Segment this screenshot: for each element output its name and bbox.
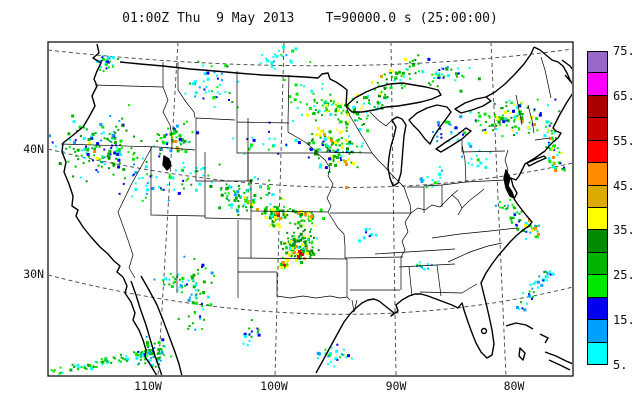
chesapeake-bay <box>503 169 515 199</box>
long-island <box>526 155 547 167</box>
lake-erie <box>435 127 472 153</box>
colorbar-tick-label: 5. <box>613 358 628 372</box>
lake-okeechobee <box>480 327 488 335</box>
colorbar-swatch <box>587 163 608 186</box>
colorbar-tick-label: 35. <box>613 223 635 238</box>
colorbar-tick-label: 65. <box>613 88 635 103</box>
colorbar-swatch <box>587 252 608 276</box>
lake-ontario <box>454 96 492 114</box>
meridian-110w <box>157 43 179 375</box>
nova-scotia <box>561 59 572 83</box>
colorbar-swatch <box>587 185 608 208</box>
great-salt-lake <box>162 155 172 171</box>
lat-label: 40N <box>23 142 44 156</box>
baja-outer-coast <box>122 276 158 375</box>
plot-title: 01:00Z Thu 9 May 2013 T=90000.0 s (25:00… <box>122 11 498 26</box>
lat-label: 30N <box>23 267 44 281</box>
colorbar-swatch <box>587 73 608 96</box>
gulf-atlantic-coast <box>315 93 572 374</box>
coastlines <box>61 43 572 375</box>
parallel-40n <box>49 148 572 188</box>
baja-gulf-coast <box>130 280 163 375</box>
maine-quebec-border <box>533 46 572 85</box>
colorbar-swatch <box>587 342 608 365</box>
lake-michigan <box>387 116 407 187</box>
colorbar-swatch <box>587 230 608 253</box>
parallel-50n <box>49 48 572 67</box>
colorbar-swatch <box>587 95 608 119</box>
bahamas-cuba <box>505 322 572 371</box>
colorbar-tick-label: 15. <box>613 313 635 328</box>
lake-huron <box>408 104 452 145</box>
map-frame <box>47 41 574 377</box>
pacific-coast <box>61 43 124 278</box>
colorbar-swatch <box>587 208 608 231</box>
colorbar-swatch <box>587 140 608 164</box>
colorbar-swatch <box>587 118 608 141</box>
st-lawrence <box>485 46 535 98</box>
state-borders <box>60 56 552 313</box>
lon-label: 100W <box>260 379 288 393</box>
colorbar-swatch <box>587 320 608 343</box>
lon-label: 110W <box>134 379 162 393</box>
sonora-coast <box>140 275 183 375</box>
meridian-80w <box>490 43 507 375</box>
colorbar-tick-label: 45. <box>613 178 635 193</box>
colorbar-tick-label: 25. <box>613 268 635 283</box>
colorbar-swatch <box>587 275 608 298</box>
colorbar-tick-label: 75. <box>613 44 635 58</box>
radar-echoes <box>49 45 566 375</box>
lon-label: 90W <box>385 379 407 393</box>
lake-superior <box>345 82 442 113</box>
colorbar-swatch <box>587 297 608 321</box>
lon-label: 80W <box>503 379 525 393</box>
colorbar-tick-label: 55. <box>613 133 635 148</box>
colorbar-swatch <box>587 51 608 74</box>
meridian-90w <box>390 43 397 375</box>
canada-border <box>119 61 348 107</box>
